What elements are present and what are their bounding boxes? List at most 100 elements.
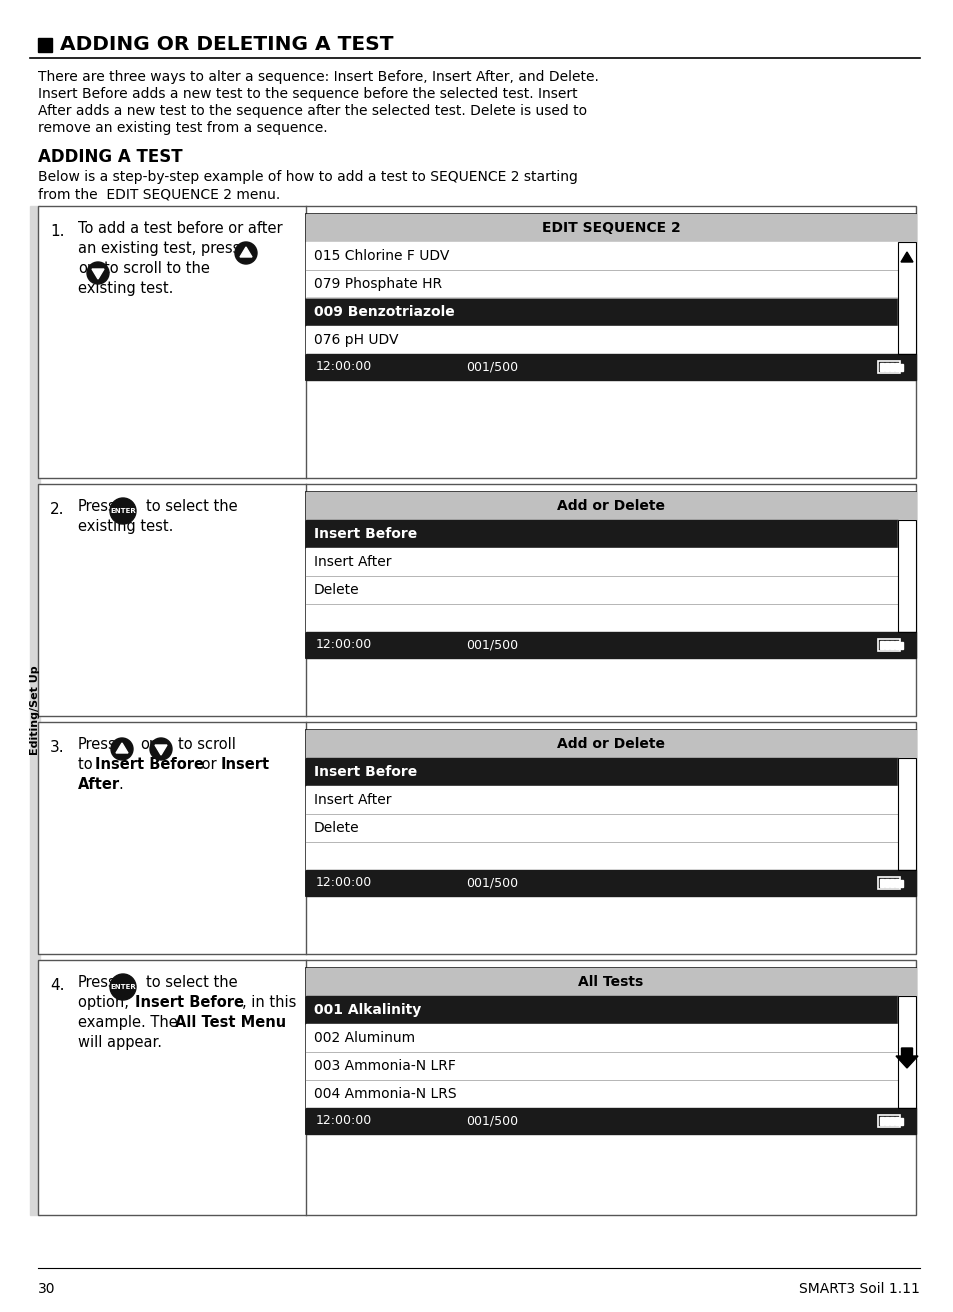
Bar [306, 270, 897, 298]
Circle shape [87, 262, 109, 283]
Text: an existing test, press: an existing test, press [78, 241, 240, 256]
Bar [306, 1023, 897, 1052]
Text: or: or [140, 737, 154, 752]
Text: All Tests: All Tests [578, 975, 643, 989]
Bar [306, 632, 915, 659]
Text: Press: Press [78, 499, 116, 514]
Text: 1.: 1. [50, 224, 65, 239]
Text: to select the: to select the [146, 499, 237, 514]
Text: will appear.: will appear. [78, 1035, 162, 1050]
Bar [306, 520, 897, 548]
Bar [306, 786, 897, 813]
Circle shape [234, 241, 256, 264]
Polygon shape [154, 745, 167, 754]
Bar [894, 879, 898, 887]
Circle shape [150, 737, 172, 760]
Polygon shape [900, 252, 912, 262]
Text: 4.: 4. [50, 977, 65, 993]
Text: Editing/Set Up: Editing/Set Up [30, 665, 40, 756]
Bar [897, 996, 915, 1109]
Text: ADDING OR DELETING A TEST: ADDING OR DELETING A TEST [60, 35, 393, 54]
Text: All Test Menu: All Test Menu [174, 1015, 286, 1030]
Bar [884, 642, 888, 649]
Bar [306, 325, 897, 354]
Text: to scroll: to scroll [178, 737, 235, 752]
Bar [897, 241, 915, 354]
Bar [306, 813, 897, 842]
Bar [877, 361, 899, 373]
Text: Delete: Delete [314, 821, 359, 834]
Bar [306, 1052, 897, 1080]
Bar [884, 1117, 888, 1124]
Bar [306, 298, 897, 325]
Bar [306, 968, 915, 996]
Text: from the  EDIT SEQUENCE 2 menu.: from the EDIT SEQUENCE 2 menu. [38, 188, 280, 201]
Text: .: . [118, 777, 123, 792]
Bar [306, 604, 897, 632]
Text: to: to [78, 757, 97, 771]
Bar [38, 206, 915, 478]
Bar [889, 642, 893, 649]
Bar [889, 363, 893, 371]
Bar [879, 642, 883, 649]
Text: 12:00:00: 12:00:00 [315, 361, 372, 374]
Bar [306, 996, 897, 1023]
Bar [306, 968, 915, 1134]
Text: After: After [78, 777, 120, 792]
Bar [306, 729, 915, 896]
Bar [897, 758, 915, 870]
Bar [877, 876, 899, 890]
Bar [879, 879, 883, 887]
Circle shape [111, 737, 132, 760]
Text: 30: 30 [38, 1282, 55, 1296]
Polygon shape [240, 247, 252, 257]
Text: Add or Delete: Add or Delete [557, 499, 664, 513]
Bar [879, 1117, 883, 1124]
Bar [879, 363, 883, 371]
Text: Add or Delete: Add or Delete [557, 737, 664, 750]
Text: Insert After: Insert After [314, 792, 391, 807]
Text: existing test.: existing test. [78, 520, 173, 534]
Text: 076 pH UDV: 076 pH UDV [314, 333, 398, 346]
Text: 003 Ammonia-N LRF: 003 Ammonia-N LRF [314, 1059, 456, 1073]
Text: After adds a new test to the sequence after the selected test. Delete is used to: After adds a new test to the sequence af… [38, 104, 586, 118]
Text: ENTER: ENTER [110, 508, 135, 514]
Bar [897, 241, 915, 354]
Bar [30, 206, 40, 1215]
Text: Insert Before: Insert Before [135, 994, 244, 1010]
Text: SMART3 Soil 1.11: SMART3 Soil 1.11 [799, 1282, 919, 1296]
Bar [899, 363, 902, 370]
Bar [877, 639, 899, 651]
Bar [306, 214, 915, 241]
Text: 001/500: 001/500 [465, 639, 517, 652]
Bar [306, 214, 915, 380]
Text: option,: option, [78, 994, 133, 1010]
Text: remove an existing test from a sequence.: remove an existing test from a sequence. [38, 121, 327, 135]
Bar [306, 729, 915, 758]
Circle shape [110, 499, 136, 523]
Text: 12:00:00: 12:00:00 [315, 876, 372, 890]
Bar [38, 484, 915, 716]
Bar [38, 960, 915, 1215]
Text: 002 Aluminum: 002 Aluminum [314, 1031, 415, 1044]
Text: 009 Benzotriazole: 009 Benzotriazole [314, 304, 455, 319]
Text: Insert Before: Insert Before [314, 527, 416, 541]
Bar [889, 879, 893, 887]
Text: 12:00:00: 12:00:00 [315, 1114, 372, 1127]
Bar [306, 492, 915, 520]
Bar [884, 363, 888, 371]
Text: existing test.: existing test. [78, 281, 173, 297]
Bar [877, 1115, 899, 1127]
Bar [897, 758, 915, 870]
Text: Insert After: Insert After [314, 555, 391, 569]
Text: 12:00:00: 12:00:00 [315, 639, 372, 652]
Text: Insert Before: Insert Before [314, 765, 416, 779]
Text: Delete: Delete [314, 583, 359, 597]
Text: EDIT SEQUENCE 2: EDIT SEQUENCE 2 [541, 220, 679, 235]
Bar [894, 363, 898, 371]
Text: Insert: Insert [221, 757, 270, 771]
Bar [38, 722, 915, 954]
Text: 079 Phosphate HR: 079 Phosphate HR [314, 277, 441, 291]
Text: Press: Press [78, 737, 116, 752]
Text: 001/500: 001/500 [465, 876, 517, 890]
